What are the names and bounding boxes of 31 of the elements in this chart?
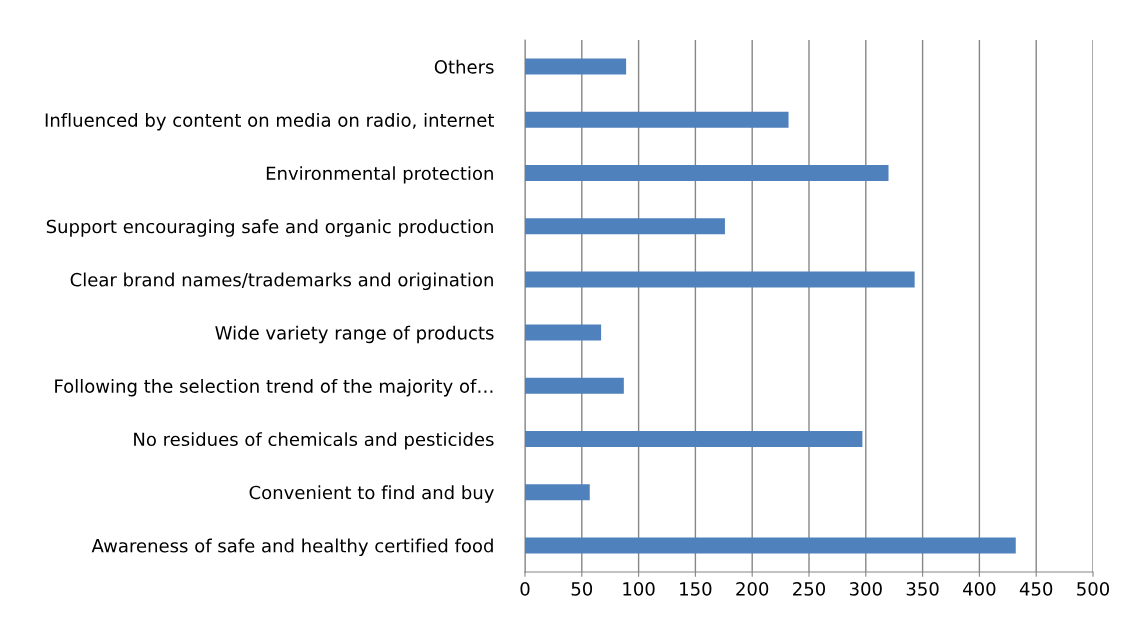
y-tick-label: Wide variety range of products [215,325,494,344]
y-tick-label: Following the selection trend of the majority of… [55,378,493,397]
bar [525,111,789,128]
y-tick-label: Awareness of safe and healthy certified food [91,538,493,557]
x-tick-label: 500 [1077,582,1110,596]
y-tick-label: Environmental protection [266,166,493,184]
bar [525,58,627,75]
y-tick-label: Clear brand names/trademarks and origination [70,272,493,291]
y-tick-label: Others [434,59,494,74]
x-tick-label: 150 [680,582,712,596]
y-tick-label: Convenient to find and buy [249,485,494,503]
x-tick-label: 250 [793,582,826,596]
x-tick-label: 0 [520,582,530,596]
bar [525,271,915,288]
bar [525,165,889,181]
x-tick-label: 450 [1019,582,1053,596]
bar [525,377,624,394]
bar [525,537,1016,554]
x-tick-label: 300 [849,582,882,596]
y-tick-label: No residues of chemicals and pesticides [134,432,494,450]
bar [525,218,725,235]
bar [525,431,863,447]
x-tick-label: 100 [623,582,655,596]
x-tick-label: 350 [906,582,939,596]
bar [525,324,602,341]
y-tick-label: Support encouraging safe and organic production [46,219,493,237]
x-tick-label: 200 [736,582,769,596]
bar [525,484,590,501]
y-tick-label: Influenced by content on media on radio, internet [45,112,495,131]
x-tick-label: 400 [963,582,996,596]
x-tick-label: 50 [571,582,593,596]
